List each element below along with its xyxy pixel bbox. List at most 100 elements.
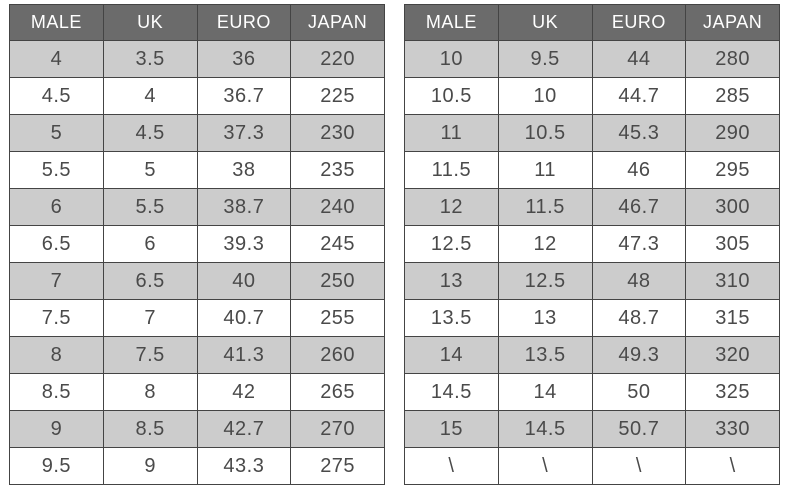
table-cell: 40.7 (196, 299, 292, 337)
table-cell: 5.5 (102, 188, 198, 226)
table-cell: 9 (9, 410, 104, 448)
table-row: 11.5 11 46 295 (404, 151, 780, 189)
table-cell: 6.5 (102, 262, 198, 300)
table-cell: 240 (290, 188, 385, 226)
table-row: 14.5 14 50 325 (404, 373, 780, 411)
table-row: 9.5 9 43.3 275 (9, 447, 385, 485)
table-cell: 220 (290, 40, 385, 78)
table-cell: 48.7 (591, 299, 687, 337)
table-cell: 50 (591, 373, 687, 411)
table-cell: 9 (102, 447, 198, 485)
header-row: MALE UK EURO JAPAN (9, 4, 385, 41)
table-row: 9 8.5 42.7 270 (9, 410, 385, 448)
header-cell: EURO (196, 4, 292, 41)
table-row: 13.5 13 48.7 315 (404, 299, 780, 337)
table-cell: 3.5 (102, 40, 198, 78)
table-cell: 40 (196, 262, 292, 300)
table-cell: 315 (685, 299, 780, 337)
header-cell: JAPAN (685, 4, 780, 41)
table-cell: 320 (685, 336, 780, 374)
table-cell: 11.5 (404, 151, 499, 189)
table-cell: 12 (497, 225, 593, 263)
table-cell: 36 (196, 40, 292, 78)
table-cell: 225 (290, 77, 385, 115)
table-cell: 325 (685, 373, 780, 411)
table-cell: 300 (685, 188, 780, 226)
table-cell: 14 (497, 373, 593, 411)
table-cell: 245 (290, 225, 385, 263)
table-cell: 13.5 (497, 336, 593, 374)
table-row: 8 7.5 41.3 260 (9, 336, 385, 374)
table-cell: 42 (196, 373, 292, 411)
table-cell: 46.7 (591, 188, 687, 226)
table-row: 15 14.5 50.7 330 (404, 410, 780, 448)
table-cell: 9.5 (497, 40, 593, 78)
header-cell: JAPAN (290, 4, 385, 41)
table-row: 5 4.5 37.3 230 (9, 114, 385, 152)
size-table: MALE UK EURO JAPAN 10 9.5 44 280 10.5 10 44.7 285 11… (404, 4, 780, 485)
table-cell: 290 (685, 114, 780, 152)
table-cell: 48 (591, 262, 687, 300)
table-cell: 44 (591, 40, 687, 78)
table-cell: 13 (497, 299, 593, 337)
table-cell: 255 (290, 299, 385, 337)
table-row: 10.5 10 44.7 285 (404, 77, 780, 115)
table-cell: 11 (404, 114, 499, 152)
table-cell: 5 (102, 151, 198, 189)
table-cell: 9.5 (9, 447, 104, 485)
table-cell: 36.7 (196, 77, 292, 115)
table-row: 7.5 7 40.7 255 (9, 299, 385, 337)
table-cell: 10 (404, 40, 499, 78)
header-cell: EURO (591, 4, 687, 41)
table-cell: 46 (591, 151, 687, 189)
table-cell: 7 (102, 299, 198, 337)
table-cell: 12.5 (404, 225, 499, 263)
table-cell: 8.5 (9, 373, 104, 411)
table-row: 11 10.5 45.3 290 (404, 114, 780, 152)
header-row: MALE UK EURO JAPAN (404, 4, 780, 41)
table-row: 4 3.5 36 220 (9, 40, 385, 78)
table-cell: 6 (9, 188, 104, 226)
table-row: 10 9.5 44 280 (404, 40, 780, 78)
table-cell: 14.5 (497, 410, 593, 448)
table-cell: 295 (685, 151, 780, 189)
table-row: 4.5 4 36.7 225 (9, 77, 385, 115)
table-cell: 43.3 (196, 447, 292, 485)
table-row: 6 5.5 38.7 240 (9, 188, 385, 226)
header-cell: MALE (404, 4, 499, 41)
table-row: \ \ \ \ (404, 447, 780, 485)
table-cell: \ (404, 447, 499, 485)
header-cell: UK (102, 4, 198, 41)
table-cell: 4.5 (102, 114, 198, 152)
table-cell: 45.3 (591, 114, 687, 152)
table-row: 6.5 6 39.3 245 (9, 225, 385, 263)
table-cell: 305 (685, 225, 780, 263)
table-cell: 38 (196, 151, 292, 189)
table-cell: 250 (290, 262, 385, 300)
table-cell: 13 (404, 262, 499, 300)
table-cell: 10 (497, 77, 593, 115)
table-cell: 5.5 (9, 151, 104, 189)
table-cell: 7.5 (102, 336, 198, 374)
table-row: 7 6.5 40 250 (9, 262, 385, 300)
table-cell: 13.5 (404, 299, 499, 337)
table-cell: 280 (685, 40, 780, 78)
table-row: 8.5 8 42 265 (9, 373, 385, 411)
table-cell: 10.5 (497, 114, 593, 152)
table-row: 12.5 12 47.3 305 (404, 225, 780, 263)
table-cell: 37.3 (196, 114, 292, 152)
header-cell: MALE (9, 4, 104, 41)
table-cell: 8 (102, 373, 198, 411)
table-cell: 44.7 (591, 77, 687, 115)
table-cell: 310 (685, 262, 780, 300)
table-cell: 7 (9, 262, 104, 300)
table-cell: 330 (685, 410, 780, 448)
table-cell: 11 (497, 151, 593, 189)
table-row: 13 12.5 48 310 (404, 262, 780, 300)
table-cell: 47.3 (591, 225, 687, 263)
table-cell: 12 (404, 188, 499, 226)
table-cell: 39.3 (196, 225, 292, 263)
table-cell: 4 (102, 77, 198, 115)
table-cell: 265 (290, 373, 385, 411)
